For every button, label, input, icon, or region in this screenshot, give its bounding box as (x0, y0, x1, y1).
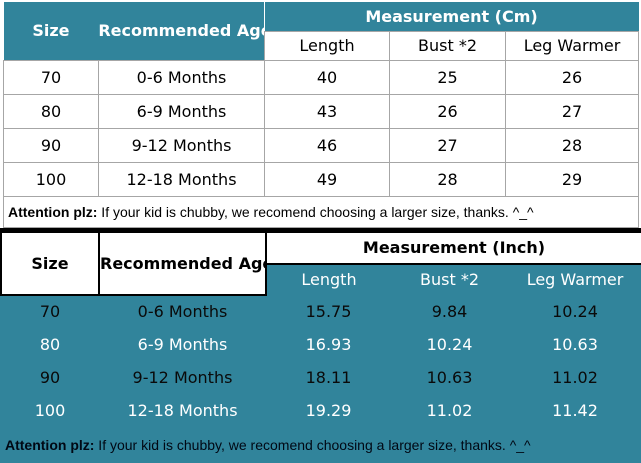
inch-bust-cell: 10.63 (426, 367, 473, 387)
inch-size-cell: 90 (39, 367, 61, 387)
inch-age-cell: 12-18 Months (127, 400, 238, 420)
cm-row: 70 0-6 Months 40 25 26 (3, 59, 640, 95)
section-divider (0, 227, 641, 231)
inch-col-bust: Bust *2 (420, 270, 479, 289)
inch-age-cell: 0-6 Months (137, 302, 228, 321)
cm-table: Size Recommended Age Measurement (Cm) Le… (2, 2, 640, 228)
cm-size-cell: 100 (3, 161, 99, 197)
cm-bust-cell: 26 (389, 93, 507, 129)
inch-leg-cell: 10.24 (552, 301, 598, 321)
cm-age-cell: 12-18 Months (97, 161, 266, 197)
inch-row: 100 12-18 Months 19.29 11.02 11.42 (1, 394, 641, 427)
inch-length-cell: 16.93 (305, 334, 352, 354)
cm-length-cell: 46 (264, 127, 391, 163)
inch-size-header: Size (0, 230, 100, 296)
cm-left-header-row: Size Recommended Age (4, 21, 265, 41)
inch-table: Size Recommended Age Measurement (Inch) … (0, 230, 641, 463)
inch-table-section: Size Recommended Age Measurement (Inch) … (0, 230, 641, 463)
cm-length-cell: 40 (264, 59, 391, 95)
inch-bust-cell: 9.84 (431, 301, 468, 321)
inch-length-cell: 18.11 (305, 367, 352, 387)
cm-size-header: Size (32, 21, 70, 41)
cm-length-cell: 49 (264, 161, 391, 197)
cm-age-cell: 0-6 Months (97, 59, 266, 95)
cm-leg-cell: 27 (505, 93, 640, 129)
cm-row: 90 9-12 Months 46 27 28 (3, 127, 640, 163)
inch-row: 90 9-12 Months 18.11 10.63 11.02 (1, 361, 641, 394)
cm-measurement-header: Measurement (Cm) (264, 2, 639, 31)
inch-measurement-header: Measurement (Inch) (264, 230, 641, 265)
inch-col-leg: Leg Warmer (526, 270, 624, 289)
inch-leg-cell: 11.42 (552, 400, 598, 420)
cm-attention-text: If your kid is chubby, we recomend choos… (97, 203, 534, 220)
inch-bust-cell: 10.24 (426, 334, 473, 354)
cm-leg-cell: 28 (505, 127, 640, 163)
cm-size-cell: 90 (3, 127, 99, 163)
cm-size-cell: 70 (3, 59, 99, 95)
cm-row: 100 12-18 Months 49 28 29 (3, 161, 640, 197)
cm-row: 80 6-9 Months 43 26 27 (3, 93, 640, 129)
inch-leg-cell: 11.02 (552, 367, 598, 387)
inch-bust-cell: 11.02 (426, 400, 473, 420)
cm-age-header: Recommended Age (98, 21, 265, 41)
cm-bust-cell: 27 (389, 127, 507, 163)
cm-bust-cell: 28 (389, 161, 507, 197)
cm-col-bust: Bust *2 (389, 30, 507, 61)
inch-length-cell: 15.75 (305, 301, 352, 321)
inch-attention-prefix: Attention plz: (5, 436, 95, 453)
cm-col-length: Length (264, 30, 391, 61)
inch-age-cell: 9-12 Months (132, 367, 233, 387)
cm-bust-cell: 25 (389, 59, 507, 95)
cm-length-cell: 43 (264, 93, 391, 129)
cm-attention-note: Attention plz: If your kid is chubby, we… (2, 195, 640, 228)
cm-leg-cell: 26 (505, 59, 640, 95)
inch-age-cell: 6-9 Months (137, 334, 228, 354)
inch-row: 80 6-9 Months 16.93 10.24 10.63 (1, 328, 641, 361)
inch-row: 70 0-6 Months 15.75 9.84 10.24 (1, 295, 641, 328)
inch-size-cell: 80 (39, 334, 61, 354)
inch-size-cell: 100 (34, 400, 66, 420)
cm-left-header-cell: Size Recommended Age (3, 2, 265, 60)
cm-age-cell: 9-12 Months (97, 127, 266, 163)
cm-size-cell: 80 (3, 93, 99, 129)
inch-col-length: Length (301, 270, 357, 289)
inch-length-cell: 19.29 (305, 400, 352, 420)
inch-age-header: Recommended Age (98, 230, 267, 296)
cm-age-cell: 6-9 Months (97, 93, 266, 129)
cm-col-leg: Leg Warmer (505, 30, 640, 61)
cm-leg-cell: 29 (505, 161, 640, 197)
inch-attention-note: Attention plz: If your kid is chubby, we… (1, 427, 641, 463)
inch-attention-text: If your kid is chubby, we recomend choos… (94, 436, 531, 453)
inch-size-cell: 70 (39, 302, 61, 321)
inch-leg-cell: 10.63 (552, 334, 598, 354)
cm-attention-prefix: Attention plz: (8, 203, 98, 220)
cm-table-section: Size Recommended Age Measurement (Cm) Le… (0, 0, 641, 228)
